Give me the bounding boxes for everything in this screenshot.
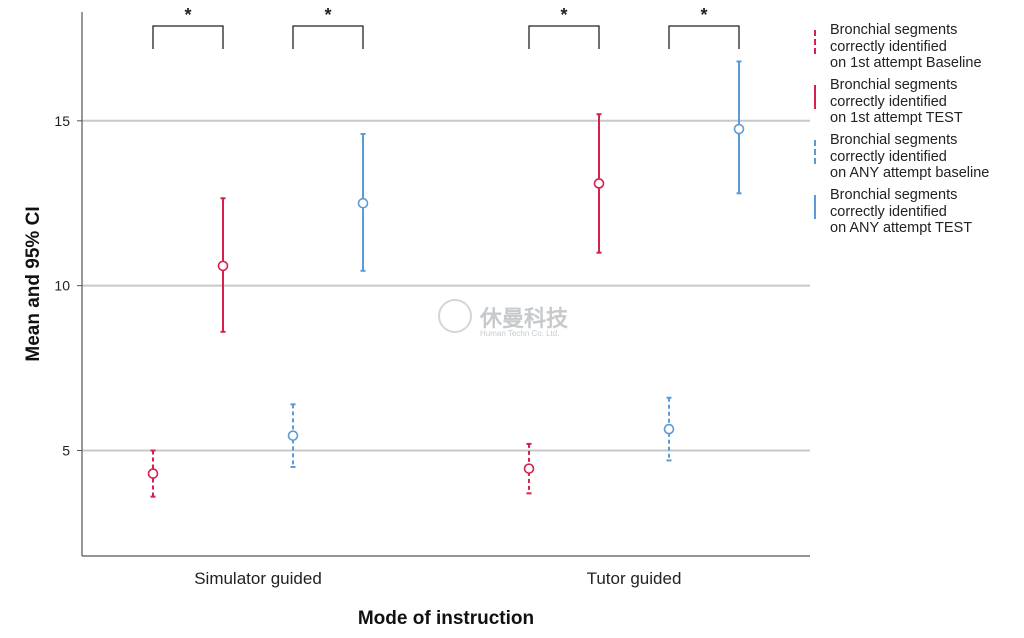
legend-item: Bronchial segments correctly identified … xyxy=(812,187,1020,242)
significance-bracket xyxy=(528,25,600,49)
watermark-text-cn: 休曼科技 xyxy=(480,307,569,332)
mean-point xyxy=(593,178,605,189)
legend-label: Bronchial segments correctly identified … xyxy=(830,132,990,181)
watermark-logo-icon xyxy=(438,299,472,333)
legend: Bronchial segments correctly identified … xyxy=(812,22,1020,242)
legend-swatch xyxy=(814,140,816,164)
mean-point xyxy=(287,430,299,441)
mean-point xyxy=(733,123,745,135)
x-tick-label: Tutor guided xyxy=(587,569,682,588)
significance-star: * xyxy=(184,5,191,25)
legend-label: Bronchial segments correctly identified … xyxy=(830,187,973,236)
legend-swatch xyxy=(814,30,816,54)
y-axis-label: Mean and 95% CI xyxy=(23,206,44,361)
legend-swatch xyxy=(814,85,816,109)
legend-item: Bronchial segments correctly identified … xyxy=(812,132,1020,187)
mean-point xyxy=(147,468,159,479)
significance-bracket xyxy=(668,25,740,49)
significance-star: * xyxy=(700,5,707,25)
legend-label: Bronchial segments correctly identified … xyxy=(830,22,982,71)
y-tick-label: 10 xyxy=(54,278,70,294)
x-axis-label: Mode of instruction xyxy=(358,608,534,629)
legend-swatch xyxy=(814,195,816,219)
significance-bracket xyxy=(292,25,364,49)
legend-item: Bronchial segments correctly identified … xyxy=(812,22,1020,77)
mean-point xyxy=(357,197,369,209)
x-tick-label: Simulator guided xyxy=(194,569,322,588)
mean-point xyxy=(523,463,535,474)
significance-star: * xyxy=(324,5,331,25)
legend-label: Bronchial segments correctly identified … xyxy=(830,77,963,126)
mean-point xyxy=(217,260,229,272)
significance-bracket xyxy=(152,25,224,49)
watermark-text-en: Human Techn Co. Ltd. xyxy=(480,329,560,338)
y-tick-label: 15 xyxy=(54,113,70,129)
legend-item: Bronchial segments correctly identified … xyxy=(812,77,1020,132)
mean-point xyxy=(663,423,675,435)
y-tick-label: 5 xyxy=(62,442,70,458)
significance-star: * xyxy=(560,5,567,25)
